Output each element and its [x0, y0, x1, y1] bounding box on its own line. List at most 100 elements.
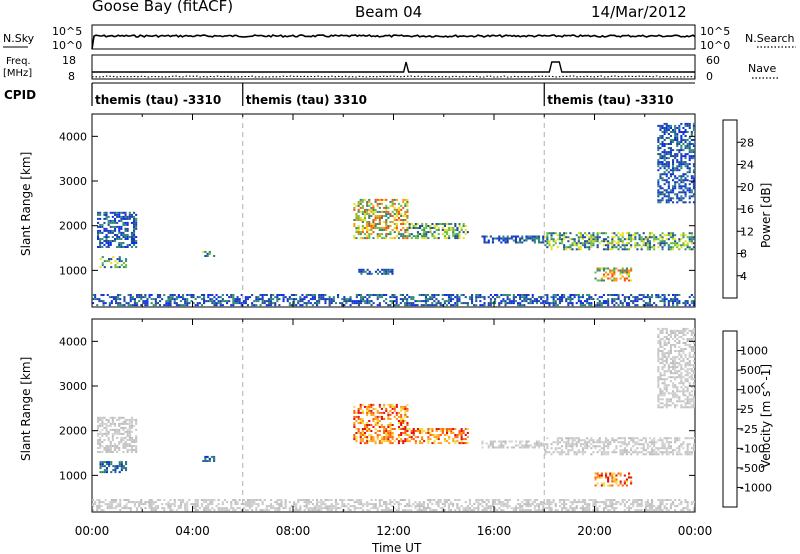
echo-cell: [360, 501, 363, 504]
echo-cell: [517, 304, 520, 307]
echo-cell: [690, 364, 693, 367]
echo-cell: [630, 267, 633, 270]
echo-cell: [359, 422, 362, 424]
echo-cell: [512, 300, 515, 303]
echo-cell: [128, 432, 131, 435]
echo-cell: [395, 418, 398, 420]
echo-cell: [130, 436, 133, 439]
echo-cell: [435, 223, 438, 225]
echo-cell: [690, 242, 693, 245]
echo-cell: [408, 440, 411, 443]
echo-cell: [389, 304, 392, 307]
echo-cell: [613, 244, 616, 247]
echo-cell: [437, 229, 440, 231]
echo-cell: [443, 229, 446, 231]
echo-cell: [196, 509, 199, 512]
echo-cell: [594, 445, 597, 448]
echo-cell: [607, 439, 610, 442]
echo-cell: [105, 449, 108, 451]
echo-cell: [441, 430, 444, 432]
echo-cell: [584, 236, 587, 239]
echo-cell: [130, 430, 133, 433]
echo-cell: [109, 225, 112, 228]
echo-cell: [429, 507, 432, 510]
echo-cell: [146, 302, 149, 305]
echo-cell: [548, 503, 551, 506]
echo-cell: [376, 424, 379, 426]
echo-cell: [648, 445, 651, 448]
echo-cell: [330, 509, 333, 512]
echo-cell: [546, 445, 549, 448]
echo-cell: [97, 439, 100, 441]
echo-cell: [611, 232, 614, 235]
echo-cell: [126, 238, 129, 240]
echo-cell: [301, 294, 304, 296]
echo-cell: [439, 442, 442, 445]
echo-cell: [389, 509, 392, 512]
echo-cell: [659, 505, 662, 508]
echo-cell: [404, 505, 407, 508]
echo-cell: [663, 149, 666, 152]
echo-cell: [663, 189, 666, 192]
echo-cell: [424, 302, 427, 305]
echo-cell: [114, 211, 117, 214]
echo-cell: [552, 232, 555, 235]
echo-cell: [690, 378, 693, 381]
echo-cell: [429, 227, 432, 229]
echo-cell: [205, 507, 208, 510]
echo-cell: [163, 499, 166, 501]
echo-cell: [690, 329, 693, 332]
echo-cell: [408, 233, 411, 236]
echo-cell: [546, 447, 549, 450]
echo-cell: [138, 294, 141, 296]
echo-cell: [103, 469, 106, 472]
echo-cell: [128, 211, 131, 214]
echo-cell: [355, 436, 358, 439]
echo-cell: [590, 296, 593, 299]
echo-cell: [150, 503, 153, 506]
echo-cell: [648, 240, 651, 243]
echo-cell: [234, 300, 237, 303]
echo-cell: [659, 388, 662, 391]
echo-cell: [355, 438, 358, 441]
echo-cell: [410, 430, 413, 432]
echo-cell: [362, 509, 365, 512]
echo-cell: [617, 441, 620, 444]
echo-cell: [684, 374, 687, 377]
echo-cell: [385, 233, 388, 236]
echo-cell: [278, 503, 281, 506]
echo-cell: [607, 505, 610, 508]
echo-cell: [588, 240, 591, 243]
echo-cell: [508, 298, 511, 301]
echo-cell: [533, 444, 536, 447]
echo-cell: [437, 503, 440, 506]
echo-cell: [669, 366, 672, 369]
echo-cell: [213, 460, 216, 462]
echo-cell: [355, 420, 358, 422]
echo-cell: [133, 211, 136, 214]
echo-cell: [613, 294, 616, 296]
echo-cell: [295, 294, 298, 296]
echo-cell: [130, 238, 133, 240]
echo-cell: [688, 398, 691, 401]
echo-cell: [211, 499, 214, 501]
echo-cell: [684, 179, 687, 182]
echo-cell: [496, 296, 499, 299]
echo-cell: [533, 442, 536, 445]
echo-cell: [128, 443, 131, 445]
echo-cell: [682, 234, 685, 237]
echo-cell: [99, 246, 102, 248]
echo-cell: [366, 409, 369, 412]
echo-cell: [672, 165, 675, 168]
echo-cell: [525, 440, 528, 443]
echo-cell: [581, 453, 584, 456]
echo-cell: [684, 362, 687, 365]
echo-cell: [98, 505, 101, 508]
echo-cell: [621, 294, 624, 296]
echo-cell: [661, 327, 664, 330]
echo-cell: [665, 151, 668, 154]
echo-cell: [690, 398, 693, 401]
echo-cell: [680, 244, 683, 247]
echo-cell: [686, 358, 689, 361]
echo-cell: [311, 296, 314, 299]
